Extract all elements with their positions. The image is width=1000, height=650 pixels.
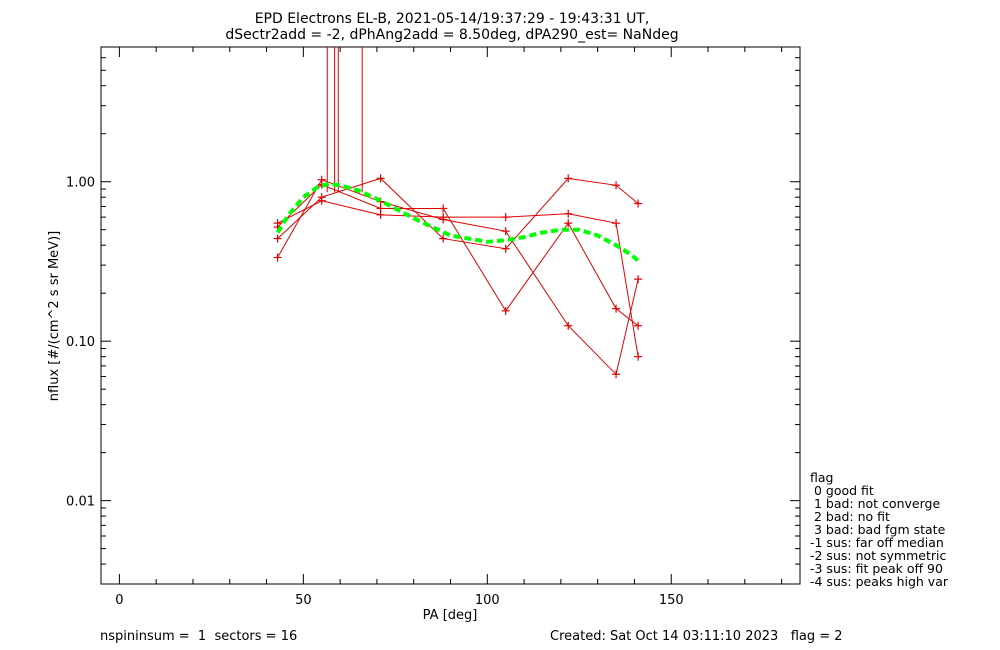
- series-line: [277, 179, 639, 376]
- y-axis: 0.01 0.10 1.00: [66, 57, 800, 565]
- data-point: [501, 306, 510, 315]
- x-tick-label: 100: [475, 593, 500, 608]
- series-line: [277, 200, 639, 357]
- footer-created-info: Created: Sat Oct 14 03:11:10 2023 flag =…: [550, 629, 843, 644]
- series-line: [277, 183, 639, 327]
- legend-item: -1 sus: far off median: [810, 535, 944, 550]
- data-point: [501, 213, 510, 222]
- legend-item: 0 good fit: [810, 483, 874, 498]
- y-axis-label: nflux [#/(cm^2 s sr MeV)]: [47, 231, 62, 401]
- fit-curve: [275, 181, 640, 263]
- data-point: [564, 209, 573, 218]
- data-point: [564, 174, 573, 183]
- x-axis: 0 50 100 150: [115, 47, 783, 608]
- data-point: [317, 193, 326, 202]
- data-point: [634, 275, 643, 284]
- data-point: [439, 234, 448, 243]
- x-tick-label: 0: [115, 593, 123, 608]
- data-point: [376, 174, 385, 183]
- x-axis-label: PA [deg]: [423, 608, 478, 623]
- y-tick-label: 1.00: [66, 176, 95, 191]
- flag-legend: flag 0 good fit 1 bad: not converge 2 ba…: [810, 470, 949, 589]
- footer-spin-info: nspininsum = 1 sectors = 16: [100, 629, 297, 644]
- legend-title: flag: [810, 470, 833, 485]
- spike-lines: [326, 47, 363, 193]
- plot-frame: [100, 46, 801, 585]
- chart-title-line1: EPD Electrons EL-B, 2021-05-14/19:37:29 …: [255, 11, 650, 27]
- data-point: [612, 219, 621, 228]
- data-point: [634, 199, 643, 208]
- fit-curve-group: [275, 181, 640, 263]
- data-point: [612, 181, 621, 190]
- data-point: [439, 204, 448, 213]
- data-point: [273, 234, 282, 243]
- data-point: [501, 244, 510, 253]
- data-series: [273, 174, 643, 379]
- data-point: [273, 253, 282, 262]
- legend-item: -3 sus: fit peak off 90: [810, 561, 943, 576]
- data-point: [634, 352, 643, 361]
- legend-item: -2 sus: not symmetric: [810, 548, 946, 563]
- data-point: [501, 227, 510, 236]
- y-tick-label: 0.01: [66, 495, 95, 510]
- data-point: [564, 219, 573, 228]
- series-line: [277, 177, 639, 250]
- y-tick-label: 0.10: [66, 335, 95, 350]
- legend-item: -4 sus: peaks high var: [810, 574, 949, 589]
- legend-item: 1 bad: not converge: [810, 496, 940, 511]
- data-point: [612, 304, 621, 313]
- data-point: [564, 321, 573, 330]
- data-point: [439, 215, 448, 224]
- legend-item: 3 bad: bad fgm state: [810, 522, 946, 537]
- x-tick-label: 150: [659, 593, 684, 608]
- data-point: [634, 321, 643, 330]
- legend-item: 2 bad: no fit: [810, 509, 890, 524]
- data-point: [612, 370, 621, 379]
- data-point: [376, 204, 385, 213]
- x-tick-label: 50: [295, 593, 312, 608]
- data-point: [317, 175, 326, 184]
- chart-title-line2: dSectr2add = -2, dPhAng2add = 8.50deg, d…: [225, 27, 678, 43]
